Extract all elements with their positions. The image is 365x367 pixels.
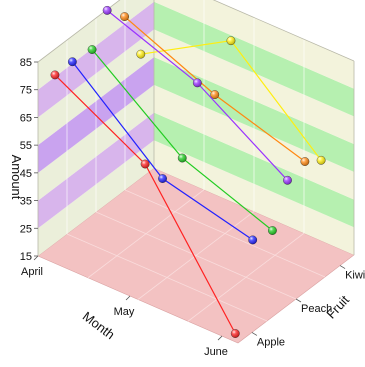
data-point-shine (178, 153, 187, 163)
x-tick-mark (217, 335, 223, 341)
wall-edge (212, 0, 355, 62)
data-point-shine (300, 157, 310, 166)
y-tick-label: 45 (20, 168, 32, 180)
chart-walls (37, 0, 355, 344)
depth-tick-label: Apple (257, 336, 285, 348)
floor-gridline (187, 232, 305, 322)
x-tick-label: May (114, 306, 135, 318)
data-point-shine (87, 45, 97, 54)
floor-gridline (95, 211, 297, 300)
depth-tick-label: Kiwi (345, 270, 365, 282)
y-tick-label: 65 (20, 112, 32, 124)
y-tick-label: 35 (20, 196, 32, 208)
y-tick-label: 85 (20, 57, 32, 69)
y-axis-title: Amount (9, 155, 24, 200)
data-point-shine (210, 90, 219, 99)
depth-tick-mark (339, 265, 346, 269)
depth-tick-mark (251, 332, 258, 336)
data-point-shine (248, 235, 257, 245)
data-point-shine (193, 78, 202, 88)
wall-edge (37, 0, 121, 63)
x-tick-mark (33, 255, 39, 261)
data-point-shine (136, 49, 145, 59)
y-tick-label: 25 (20, 223, 32, 235)
y-tick-label: 55 (20, 140, 32, 152)
y-tick-label: 75 (20, 85, 32, 97)
chart-axis-ticks: 15 25 35 45 55 65 75 85 April May June Apple Peach Ki… (20, 57, 365, 358)
data-point-shine (140, 159, 150, 169)
data-point-shine (120, 12, 129, 21)
data-point-shine (231, 329, 240, 338)
data-point-shine (316, 156, 326, 165)
x-tick-mark (125, 295, 131, 301)
floor-gridline (124, 189, 326, 278)
data-point-shine (102, 6, 112, 15)
depth-tick-label: Peach (301, 303, 332, 315)
x-tick-label: April (21, 266, 43, 278)
depth-axis-title: Fruit (323, 292, 352, 322)
depth-tick-mark (295, 298, 302, 303)
data-point-shine (268, 226, 277, 235)
data-point-shine (283, 176, 292, 185)
data-point-shine (158, 174, 167, 183)
x-tick-label: June (204, 346, 228, 358)
y-tick-label: 15 (20, 251, 32, 263)
data-point-shine (226, 36, 236, 45)
chart-series (50, 5, 326, 338)
x-axis-title: Month (80, 309, 118, 343)
data-point-shine (50, 70, 60, 80)
data-point-shine (68, 57, 77, 66)
